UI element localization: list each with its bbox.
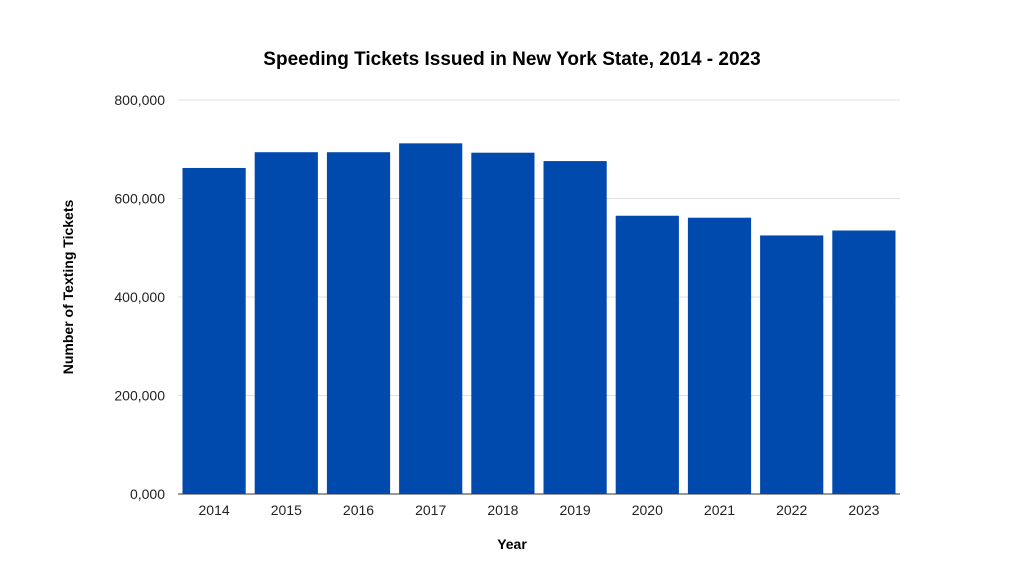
- y-tick-label: 0,000: [130, 486, 165, 502]
- x-axis-label: Year: [497, 536, 527, 552]
- x-tick-label: 2017: [415, 502, 446, 518]
- x-tick-label: 2020: [632, 502, 663, 518]
- bar-2014: [182, 167, 246, 494]
- bar-2016: [326, 152, 391, 494]
- y-axis-ticks: 0,000 200,000 400,000 600,000 800,000: [114, 92, 165, 502]
- x-tick-label: 2019: [560, 502, 591, 518]
- chart-title: Speeding Tickets Issued in New York Stat…: [263, 49, 760, 70]
- y-tick-label: 600,000: [114, 191, 165, 207]
- bar-2021: [687, 217, 752, 494]
- x-tick-label: 2022: [776, 502, 807, 518]
- bar-2019: [543, 161, 607, 494]
- y-axis-label: Number of Texting Tickets: [60, 200, 76, 375]
- x-tick-label: 2015: [271, 502, 302, 518]
- x-axis-ticks: 2014 2015 2016 2017 2018 2019 2020 2021 2022 2023: [199, 502, 880, 518]
- bar-2023: [832, 230, 896, 494]
- x-tick-label: 2018: [487, 502, 518, 518]
- x-tick-label: 2016: [343, 502, 374, 518]
- y-tick-label: 400,000: [114, 289, 165, 305]
- bar-2020: [615, 215, 679, 495]
- x-tick-label: 2023: [848, 502, 879, 518]
- y-tick-label: 800,000: [114, 92, 165, 108]
- bar-2017: [399, 143, 463, 494]
- x-tick-label: 2021: [704, 502, 735, 518]
- bar-2015: [254, 152, 318, 494]
- x-tick-label: 2014: [199, 502, 230, 518]
- bar-2022: [760, 235, 824, 494]
- y-tick-label: 200,000: [114, 388, 165, 404]
- bar-2018: [471, 152, 535, 494]
- bars: [182, 143, 896, 495]
